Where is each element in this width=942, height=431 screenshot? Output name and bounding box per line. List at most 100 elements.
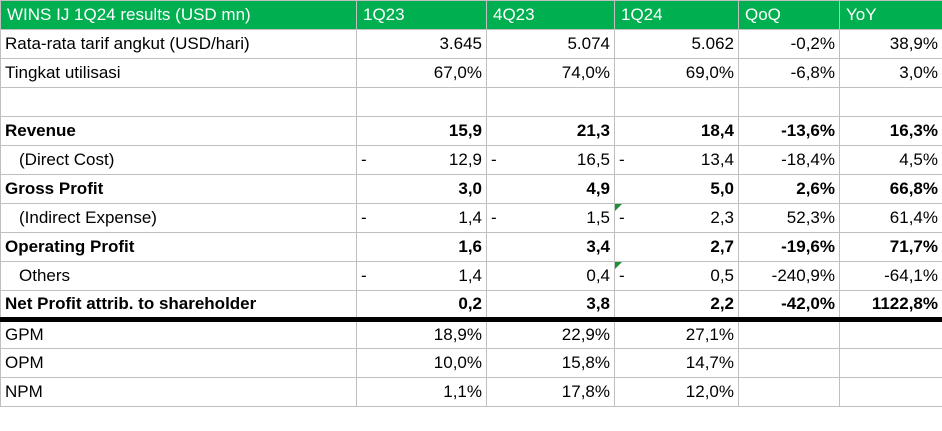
cell-4q23[interactable]: 17,8%	[486, 377, 615, 407]
cell-qoq[interactable]: -13,6%	[738, 116, 840, 146]
cell-value: 16,5	[576, 150, 610, 169]
cell-label[interactable]: Others	[0, 261, 357, 291]
cell-4q23[interactable]: 0,4	[486, 261, 615, 291]
cell-1q24[interactable]: - 13,4	[614, 145, 739, 175]
row-gross-profit: Gross Profit 3,0 4,9 5,0 2,6% 66,8%	[0, 174, 942, 204]
cell-1q24[interactable]: - 0,5	[614, 261, 739, 291]
cell-qoq[interactable]: -18,4%	[738, 145, 840, 175]
cell-4q23[interactable]: 3,4	[486, 232, 615, 262]
cell-yoy[interactable]: 4,5%	[839, 145, 942, 175]
header-4q23[interactable]: 4Q23	[486, 0, 615, 30]
cell-label[interactable]: Rata-rata tarif angkut (USD/hari)	[0, 29, 357, 59]
cell-label[interactable]: GPM	[0, 319, 357, 349]
cell-1q23[interactable]: 15,9	[356, 116, 487, 146]
results-table: WINS IJ 1Q24 results (USD mn) 1Q23 4Q23 …	[0, 0, 942, 407]
cell-4q23[interactable]: 21,3	[486, 116, 615, 146]
comment-marker-icon	[615, 262, 622, 269]
cell-1q24[interactable]: 14,7%	[614, 348, 739, 378]
cell-label[interactable]: OPM	[0, 348, 357, 378]
cell-yoy[interactable]: 71,7%	[839, 232, 942, 262]
empty-cell[interactable]	[738, 319, 840, 349]
header-1q23[interactable]: 1Q23	[356, 0, 487, 30]
cell-yoy[interactable]: 66,8%	[839, 174, 942, 204]
header-row: WINS IJ 1Q24 results (USD mn) 1Q23 4Q23 …	[0, 0, 942, 30]
cell-label[interactable]: (Indirect Expense)	[0, 203, 357, 233]
empty-cell[interactable]	[839, 377, 942, 407]
cell-1q23[interactable]: 3,0	[356, 174, 487, 204]
cell-4q23[interactable]: 74,0%	[486, 58, 615, 88]
cell-yoy[interactable]: 16,3%	[839, 116, 942, 146]
dash-marker: -	[361, 266, 367, 285]
empty-cell[interactable]	[738, 377, 840, 407]
cell-label[interactable]: Tingkat utilisasi	[0, 58, 357, 88]
row-revenue: Revenue 15,9 21,3 18,4 -13,6% 16,3%	[0, 116, 942, 146]
cell-4q23[interactable]: - 1,5	[486, 203, 615, 233]
header-1q24[interactable]: 1Q24	[614, 0, 739, 30]
cell-1q24[interactable]: - 2,3	[614, 203, 739, 233]
empty-cell[interactable]	[486, 87, 615, 117]
cell-1q23[interactable]: - 1,4	[356, 203, 487, 233]
cell-yoy[interactable]: 61,4%	[839, 203, 942, 233]
empty-cell[interactable]	[614, 87, 739, 117]
empty-cell[interactable]	[839, 319, 942, 349]
cell-value: 0,5	[710, 266, 734, 285]
row-others: Others - 1,4 0,4 - 0,5 -240,9% -64,1%	[0, 261, 942, 291]
empty-cell[interactable]	[738, 348, 840, 378]
cell-1q23[interactable]: 0,2	[356, 290, 487, 322]
cell-label[interactable]: (Direct Cost)	[0, 145, 357, 175]
cell-1q23[interactable]: 10,0%	[356, 348, 487, 378]
cell-1q24[interactable]: 2,2	[614, 290, 739, 322]
cell-qoq[interactable]: -19,6%	[738, 232, 840, 262]
cell-1q23[interactable]: 1,6	[356, 232, 487, 262]
cell-1q24[interactable]: 5,0	[614, 174, 739, 204]
cell-1q24[interactable]: 12,0%	[614, 377, 739, 407]
empty-cell[interactable]	[0, 87, 357, 117]
cell-qoq[interactable]: -240,9%	[738, 261, 840, 291]
cell-4q23[interactable]: - 16,5	[486, 145, 615, 175]
cell-4q23[interactable]: 5.074	[486, 29, 615, 59]
cell-value: 1,4	[458, 208, 482, 227]
cell-label[interactable]: Operating Profit	[0, 232, 357, 262]
cell-4q23[interactable]: 4,9	[486, 174, 615, 204]
empty-cell[interactable]	[839, 348, 942, 378]
header-yoy[interactable]: YoY	[839, 0, 942, 30]
cell-qoq[interactable]: -0,2%	[738, 29, 840, 59]
cell-value: 1,4	[458, 266, 482, 285]
empty-cell[interactable]	[738, 87, 840, 117]
cell-4q23[interactable]: 22,9%	[486, 319, 615, 349]
cell-1q24[interactable]: 69,0%	[614, 58, 739, 88]
cell-label[interactable]: Revenue	[0, 116, 357, 146]
dash-marker: -	[491, 208, 497, 227]
cell-label[interactable]: Net Profit attrib. to shareholder	[0, 290, 357, 322]
cell-qoq[interactable]: 52,3%	[738, 203, 840, 233]
cell-yoy[interactable]: 38,9%	[839, 29, 942, 59]
row-empty	[0, 87, 942, 117]
cell-1q24[interactable]: 5.062	[614, 29, 739, 59]
empty-cell[interactable]	[356, 87, 487, 117]
cell-1q23[interactable]: 67,0%	[356, 58, 487, 88]
cell-label[interactable]: Gross Profit	[0, 174, 357, 204]
empty-cell[interactable]	[839, 87, 942, 117]
cell-value: 12,9	[448, 150, 482, 169]
row-opm: OPM 10,0% 15,8% 14,7%	[0, 348, 942, 378]
cell-1q24[interactable]: 27,1%	[614, 319, 739, 349]
cell-1q23[interactable]: 1,1%	[356, 377, 487, 407]
cell-4q23[interactable]: 15,8%	[486, 348, 615, 378]
cell-yoy[interactable]: -64,1%	[839, 261, 942, 291]
cell-yoy[interactable]: 3,0%	[839, 58, 942, 88]
cell-qoq[interactable]: -42,0%	[738, 290, 840, 322]
cell-1q24[interactable]: 2,7	[614, 232, 739, 262]
header-title[interactable]: WINS IJ 1Q24 results (USD mn)	[0, 0, 357, 30]
cell-qoq[interactable]: 2,6%	[738, 174, 840, 204]
cell-1q23[interactable]: 3.645	[356, 29, 487, 59]
cell-label[interactable]: NPM	[0, 377, 357, 407]
header-qoq[interactable]: QoQ	[738, 0, 840, 30]
cell-1q23[interactable]: - 1,4	[356, 261, 487, 291]
cell-1q24[interactable]: 18,4	[614, 116, 739, 146]
cell-1q23[interactable]: 18,9%	[356, 319, 487, 349]
cell-qoq[interactable]: -6,8%	[738, 58, 840, 88]
cell-1q23[interactable]: - 12,9	[356, 145, 487, 175]
cell-4q23[interactable]: 3,8	[486, 290, 615, 322]
dash-marker: -	[619, 266, 625, 285]
cell-yoy[interactable]: 1122,8%	[839, 290, 942, 322]
